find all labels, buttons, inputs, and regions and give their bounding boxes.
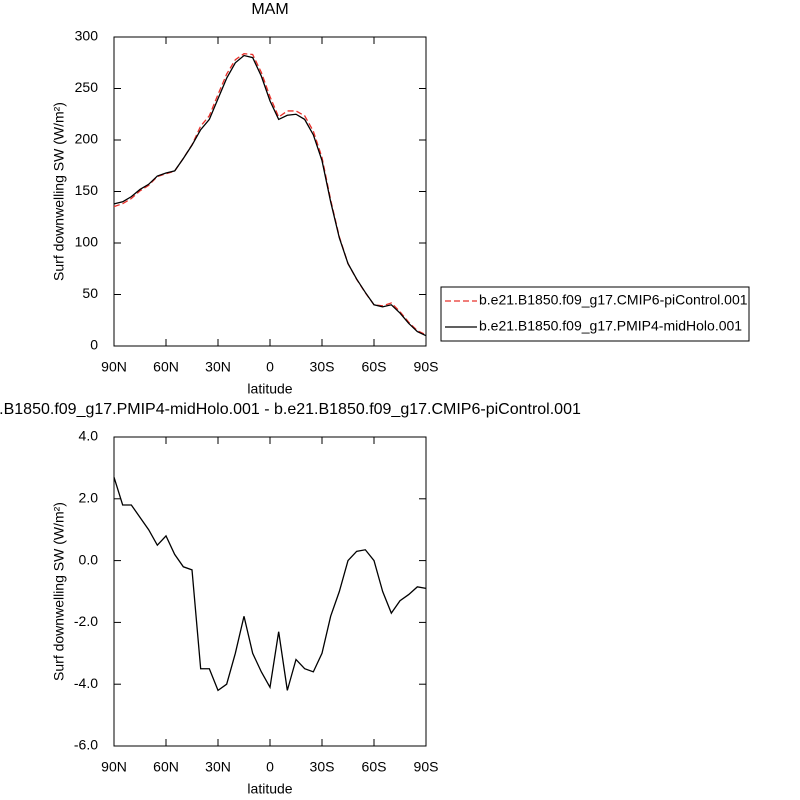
data-line [113,54,427,337]
legend-label: b.e21.B1850.f09_g17.CMIP6-piControl.001 [479,292,748,308]
legend-label: b.e21.B1850.f09_g17.PMIP4-midHolo.001 [479,318,742,334]
y-tick-label: 150 [75,182,99,198]
x-tick-label: 30N [205,759,231,775]
y-tick-label: 4.0 [79,428,99,444]
x-tick-label: 60S [362,759,387,775]
x-tick-label: 90S [414,359,439,375]
y-tick-label: 200 [75,131,99,147]
chart-title: b.e21.B1850.f09_g17.PMIP4-midHolo.001 - … [0,401,581,418]
legend-box [440,286,750,342]
data-line [113,53,427,336]
data-line [113,476,427,692]
x-tick-label: 90N [101,359,127,375]
y-tick-label: -2.0 [74,613,98,629]
x-tick-label: 90N [101,759,127,775]
y-tick-label: 100 [75,234,99,250]
y-axis-label: Surf downwelling SW (W/m²) [51,102,67,281]
plot-frame [113,36,427,347]
x-axis-label: latitude [247,381,292,397]
x-tick-label: 60N [153,759,179,775]
x-tick-label: 90S [414,759,439,775]
plot-frame [113,436,427,747]
x-tick-label: 60N [153,359,179,375]
legend: b.e21.B1850.f09_g17.CMIP6-piControl.001b… [440,286,750,342]
y-tick-label: 2.0 [79,490,99,506]
y-tick-label: -4.0 [74,675,98,691]
y-tick-label: 300 [75,28,99,44]
x-tick-label: 30N [205,359,231,375]
y-tick-label: 250 [75,79,99,95]
x-tick-label: 30S [310,759,335,775]
chart-title: MAM [251,1,288,18]
y-tick-label: 0 [90,337,98,353]
x-tick-label: 60S [362,359,387,375]
y-tick-label: 50 [82,285,98,301]
y-tick-label: 0.0 [79,551,99,567]
x-tick-label: 0 [266,359,274,375]
x-axis-label: latitude [247,781,292,797]
y-tick-label: -6.0 [74,737,98,753]
x-tick-label: 30S [310,359,335,375]
y-axis-label: Surf downwelling SW (W/m²) [51,502,67,681]
x-tick-label: 0 [266,759,274,775]
